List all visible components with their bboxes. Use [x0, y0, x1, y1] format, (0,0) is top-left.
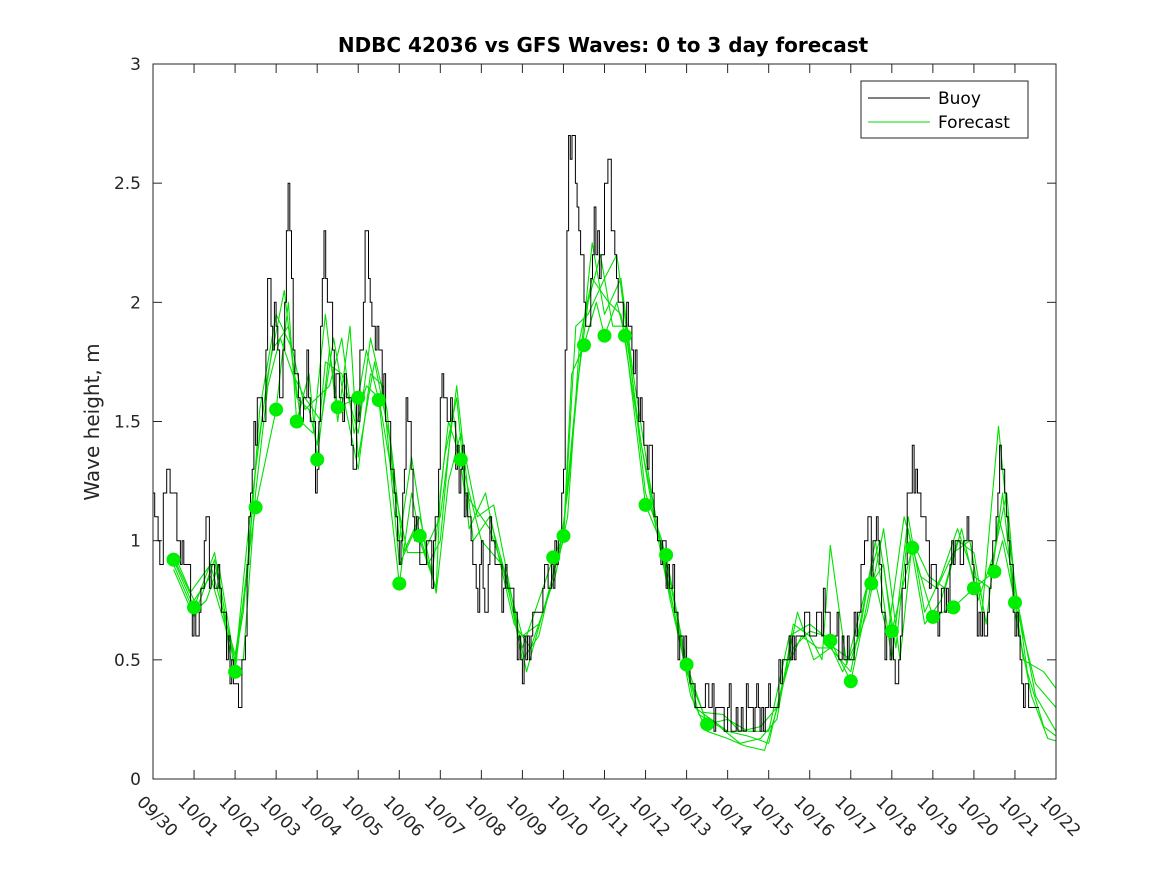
axes-box — [152, 63, 1057, 780]
forecast-marker — [884, 624, 899, 639]
plot-area — [153, 135, 1057, 751]
forecast-marker — [392, 576, 407, 591]
forecast-marker — [925, 609, 940, 624]
forecast-marker — [864, 576, 879, 591]
forecast-marker — [453, 452, 468, 467]
forecast-marker — [269, 402, 284, 417]
forecast-marker — [577, 338, 591, 353]
forecast-series-group — [172, 242, 1057, 751]
forecast-marker — [330, 400, 345, 415]
forecast-marker — [248, 500, 263, 515]
axis-ticks — [152, 63, 1057, 780]
forecast-marker — [546, 550, 561, 565]
forecast-marker — [228, 664, 243, 679]
y-tick-label: 2 — [130, 293, 141, 313]
forecast-marker — [1008, 595, 1022, 610]
forecast-marker — [659, 548, 674, 562]
forecast-marker — [618, 328, 632, 343]
y-tick-label: 1 — [130, 532, 141, 552]
y-tick-label: 0 — [130, 770, 141, 790]
forecast-marker — [187, 600, 201, 615]
forecast-marker — [946, 600, 961, 615]
forecast-marker — [166, 552, 181, 567]
forecast-marker — [700, 717, 715, 732]
forecast-marker — [679, 657, 694, 672]
y-tick-label: 3 — [130, 55, 141, 75]
forecast-marker — [556, 528, 571, 543]
forecast-marker — [905, 540, 920, 555]
buoy-line — [153, 135, 1039, 732]
forecast-markers-group — [166, 328, 1022, 732]
legend-buoy-label: Buoy — [938, 89, 981, 109]
forecast-marker — [638, 497, 653, 512]
forecast-line — [173, 277, 1057, 742]
forecast-line — [172, 242, 1057, 744]
forecast-marker — [412, 528, 427, 543]
forecast-marker — [843, 674, 858, 689]
legend-forecast-label: Forecast — [938, 113, 1010, 133]
forecast-line — [172, 254, 1057, 744]
y-tick-label: 1.5 — [114, 413, 141, 433]
legend-box — [860, 80, 1029, 139]
forecast-marker — [966, 581, 981, 596]
forecast-marker — [371, 393, 386, 407]
forecast-marker — [351, 390, 366, 405]
forecast-line — [172, 254, 1057, 751]
forecast-marker — [289, 414, 304, 429]
forecast-marker — [987, 564, 1002, 579]
forecast-marker — [823, 633, 838, 648]
y-tick-label: 0.5 — [114, 651, 141, 671]
chart-title: NDBC 42036 vs GFS Waves: 0 to 3 day fore… — [338, 33, 869, 57]
legend: Buoy Forecast — [860, 80, 1029, 139]
y-tick-label: 2.5 — [114, 174, 141, 194]
forecast-marker — [310, 452, 325, 467]
forecast-marker — [597, 328, 612, 343]
y-axis-title: Wave height, m — [80, 343, 104, 500]
y-tick-labels: 0 0.5 1 1.5 2 2.5 3 — [114, 55, 141, 790]
buoy-series-group — [153, 135, 1039, 732]
